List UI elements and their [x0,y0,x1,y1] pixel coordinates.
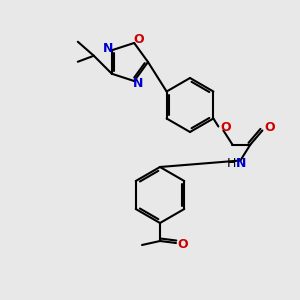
Text: N: N [133,76,143,89]
Text: N: N [103,42,113,55]
Text: O: O [178,238,188,250]
Text: O: O [264,121,275,134]
Text: N: N [236,157,247,170]
Text: O: O [220,121,231,134]
Text: O: O [134,34,145,46]
Text: H: H [227,157,236,170]
